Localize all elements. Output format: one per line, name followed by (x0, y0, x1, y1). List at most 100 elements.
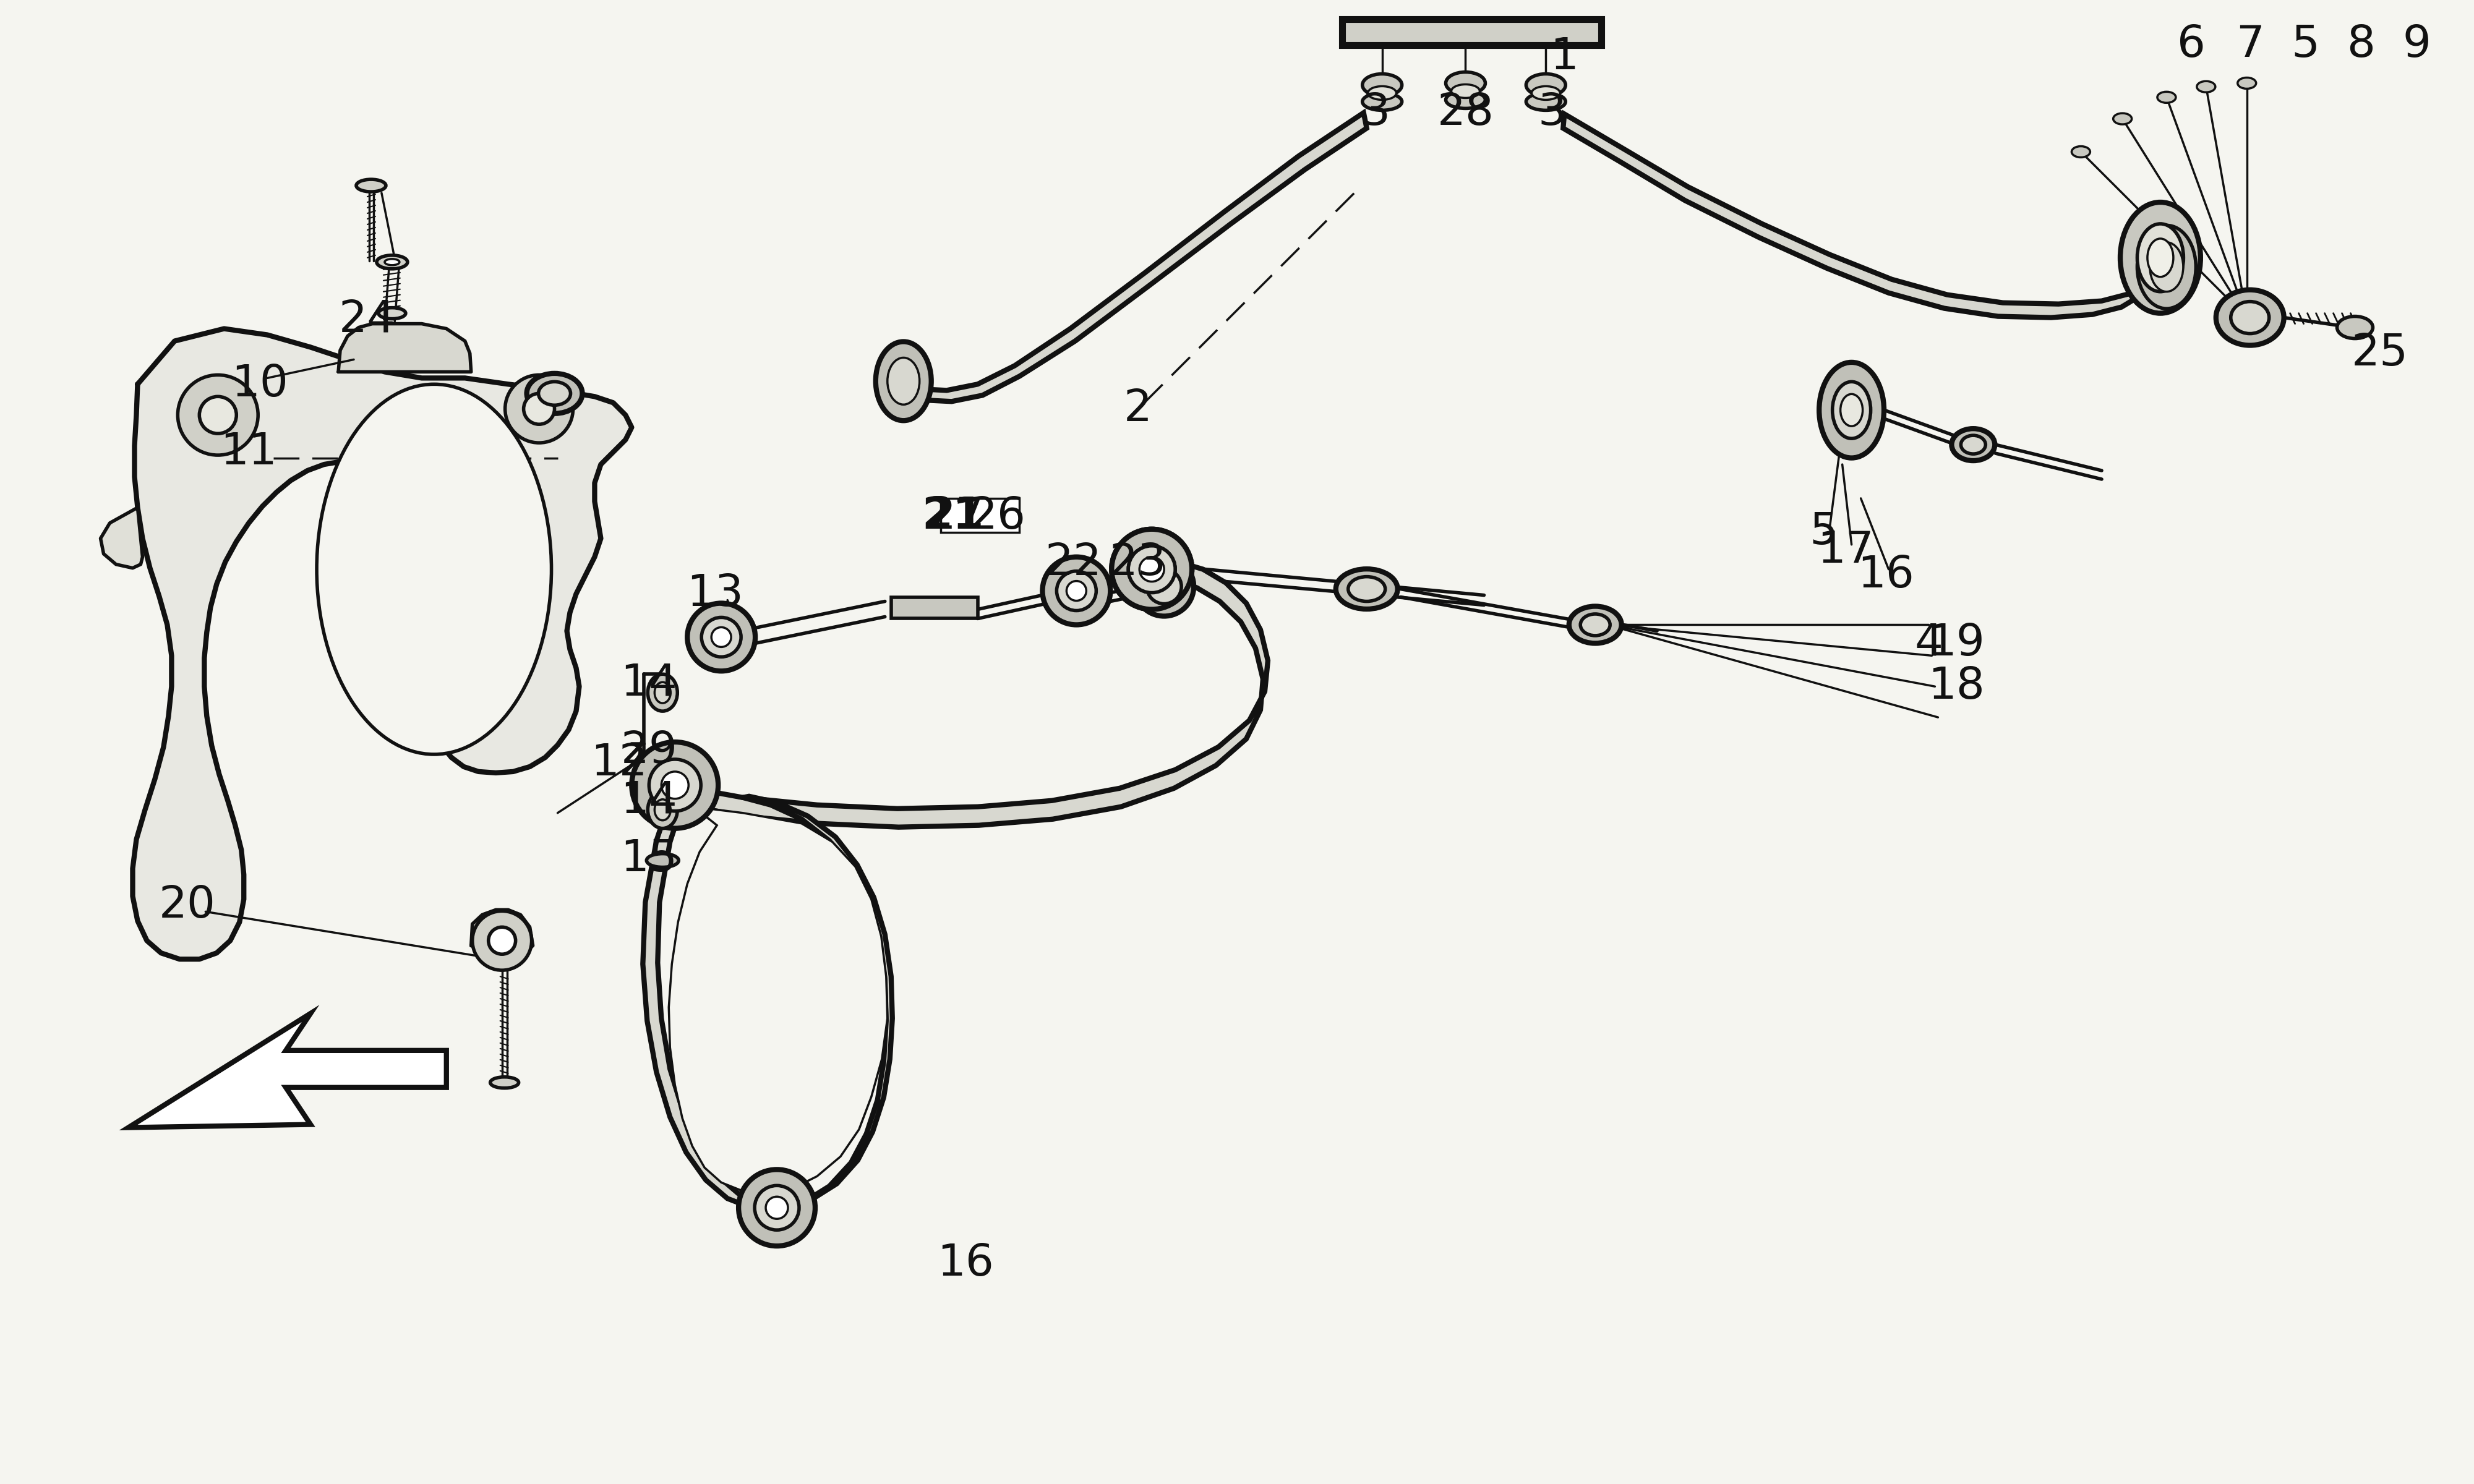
Circle shape (1111, 530, 1192, 610)
Ellipse shape (1348, 577, 1385, 601)
Ellipse shape (317, 384, 552, 754)
Ellipse shape (383, 260, 398, 266)
Ellipse shape (2217, 289, 2284, 346)
Text: 13: 13 (688, 573, 745, 616)
Text: 21: 21 (925, 496, 982, 539)
Circle shape (1066, 582, 1086, 601)
Circle shape (661, 772, 688, 798)
Polygon shape (134, 328, 631, 959)
Ellipse shape (2138, 226, 2197, 309)
Text: 4: 4 (1915, 622, 1942, 665)
Bar (1341, 19, 1601, 45)
Polygon shape (675, 559, 1267, 827)
Text: 16: 16 (938, 1242, 995, 1285)
Ellipse shape (656, 800, 670, 821)
Polygon shape (668, 807, 888, 1193)
Text: 5: 5 (2291, 24, 2321, 67)
Ellipse shape (648, 791, 678, 828)
Circle shape (740, 1169, 814, 1247)
Text: 25: 25 (2350, 332, 2407, 374)
Circle shape (505, 375, 574, 442)
Ellipse shape (1368, 86, 1395, 99)
Ellipse shape (1452, 85, 1479, 98)
Ellipse shape (2138, 224, 2185, 292)
Ellipse shape (1833, 381, 1870, 438)
Ellipse shape (379, 307, 406, 319)
Ellipse shape (1818, 362, 1885, 459)
Ellipse shape (2120, 202, 2199, 313)
Ellipse shape (1445, 91, 1484, 108)
Text: 17: 17 (1816, 530, 1873, 573)
Text: 21: 21 (923, 496, 985, 539)
Circle shape (524, 393, 554, 424)
Ellipse shape (2150, 242, 2182, 292)
Ellipse shape (2197, 82, 2214, 92)
Circle shape (1111, 530, 1192, 610)
Text: 19: 19 (1927, 622, 1984, 665)
Ellipse shape (2338, 316, 2373, 338)
Ellipse shape (2147, 239, 2172, 278)
Text: 22: 22 (1044, 542, 1101, 585)
Circle shape (1128, 546, 1175, 592)
Ellipse shape (1569, 607, 1620, 643)
Ellipse shape (356, 180, 386, 191)
Ellipse shape (1526, 93, 1566, 110)
Ellipse shape (1363, 93, 1403, 110)
Polygon shape (1564, 114, 2167, 318)
Text: 3: 3 (1539, 92, 1566, 134)
Ellipse shape (2113, 113, 2133, 125)
Circle shape (688, 603, 755, 671)
Ellipse shape (646, 853, 678, 867)
Circle shape (178, 375, 257, 456)
Text: 28: 28 (1437, 92, 1494, 134)
Ellipse shape (1526, 74, 1566, 96)
Circle shape (648, 760, 700, 812)
Text: 1: 1 (1551, 36, 1578, 79)
Ellipse shape (1841, 395, 1863, 426)
Circle shape (1056, 571, 1096, 610)
Circle shape (1042, 556, 1111, 625)
Circle shape (200, 396, 238, 433)
Text: 24: 24 (339, 298, 396, 341)
Text: 26: 26 (970, 496, 1027, 539)
Ellipse shape (490, 1077, 520, 1088)
Circle shape (703, 617, 742, 657)
Polygon shape (129, 1014, 445, 1128)
Polygon shape (903, 113, 1366, 402)
Text: 29: 29 (621, 730, 678, 773)
Text: 5: 5 (1808, 510, 1838, 554)
Text: 7: 7 (2236, 24, 2264, 67)
Ellipse shape (1336, 568, 1398, 608)
Ellipse shape (2232, 301, 2269, 334)
Circle shape (487, 927, 515, 954)
Ellipse shape (656, 683, 670, 703)
Text: 14: 14 (621, 662, 678, 705)
Circle shape (631, 742, 717, 828)
Ellipse shape (648, 674, 678, 711)
Text: 2: 2 (1123, 387, 1153, 430)
Text: 20: 20 (158, 884, 215, 927)
Circle shape (1136, 556, 1195, 616)
Ellipse shape (876, 341, 930, 420)
Text: 14: 14 (621, 779, 678, 822)
Text: 3: 3 (1361, 92, 1390, 134)
Circle shape (713, 628, 732, 647)
Polygon shape (643, 785, 893, 1209)
Ellipse shape (1581, 614, 1611, 635)
Circle shape (755, 1186, 799, 1230)
Circle shape (1141, 556, 1165, 582)
Ellipse shape (1445, 73, 1484, 95)
Text: 18: 18 (1927, 665, 1984, 708)
Circle shape (473, 911, 532, 971)
Bar (891, 597, 977, 619)
Text: 16: 16 (1858, 554, 1915, 597)
Text: 11: 11 (220, 430, 277, 473)
Text: 10: 10 (233, 364, 289, 405)
Text: 9: 9 (2402, 24, 2432, 67)
Ellipse shape (539, 381, 571, 405)
Polygon shape (470, 910, 532, 957)
Polygon shape (339, 324, 470, 372)
Circle shape (1128, 546, 1175, 592)
Bar (940, 499, 1019, 533)
Text: 12: 12 (591, 742, 648, 785)
